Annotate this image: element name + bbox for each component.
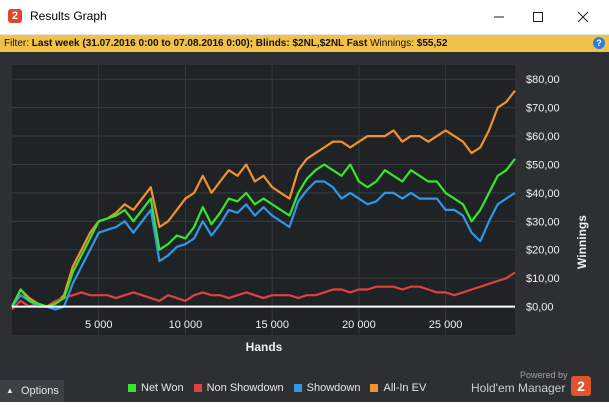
filter-prefix: Filter:	[4, 38, 29, 49]
options-button[interactable]: ▲ Options	[0, 380, 64, 402]
y-tick-label: $80,00	[526, 74, 560, 86]
results-graph-chart[interactable]: $0,00 $10,00 $20,00 $30,00 $40,00 $50,00 $60,0…	[0, 52, 609, 402]
series-line-net-won	[11, 158, 516, 308]
title-bar: 2 Results Graph	[0, 0, 609, 35]
hm2-brand-logo-icon: 2	[571, 376, 591, 396]
minimize-button[interactable]	[477, 0, 521, 34]
powered-by-label: Powered by	[520, 370, 568, 380]
filter-description: Last week (31.07.2016 0:00 to 07.08.2016…	[31, 38, 368, 49]
legend-item-all-in-ev[interactable]: All-In EV	[370, 380, 426, 396]
legend-label: Showdown	[306, 382, 361, 394]
legend-swatch	[370, 384, 379, 392]
filter-bar[interactable]: Filter: Last week (31.07.2016 0:00 to 07…	[0, 35, 609, 52]
legend-label: Non Showdown	[206, 382, 284, 394]
minimize-icon	[494, 16, 504, 18]
legend-swatch	[293, 384, 302, 392]
chevron-up-icon: ▲	[6, 386, 14, 395]
close-icon	[577, 11, 589, 23]
chart-area: $0,00 $10,00 $20,00 $30,00 $40,00 $50,00 $60,0…	[0, 52, 609, 402]
filter-winnings-label: Winnings:	[370, 38, 415, 49]
maximize-icon	[533, 12, 543, 22]
hm2-logo-icon: 2	[8, 9, 22, 23]
legend-item-showdown[interactable]: Showdown	[293, 380, 361, 396]
x-tick-label: 10 000	[169, 319, 203, 331]
y-tick-label: $20,00	[526, 245, 560, 257]
x-tick-label: 15 000	[255, 319, 289, 331]
legend-label: Net Won	[141, 382, 184, 394]
x-tick-label: 20 000	[342, 319, 376, 331]
filter-winnings-value: $55,52	[416, 38, 448, 49]
series-line-non-showdown	[11, 271, 516, 311]
chart-legend: Net Won Non Showdown Showdown All-In EV	[128, 380, 426, 396]
y-axis-title: Winnings	[575, 215, 589, 269]
series-line-showdown	[11, 180, 516, 311]
x-tick-label: 5 000	[85, 319, 113, 331]
maximize-button[interactable]	[516, 0, 560, 34]
help-icon[interactable]: ?	[593, 37, 605, 49]
legend-swatch	[193, 384, 202, 392]
legend-swatch	[128, 384, 136, 392]
options-label: Options	[21, 385, 59, 397]
x-axis-title: Hands	[246, 340, 283, 354]
window-title: Results Graph	[30, 9, 107, 23]
legend-item-net-won[interactable]: Net Won	[128, 380, 184, 396]
y-tick-label: $70,00	[526, 103, 560, 115]
y-tick-label: $10,00	[526, 273, 560, 285]
legend-label: All-In EV	[383, 382, 427, 394]
y-tick-label: $0,00	[526, 302, 554, 314]
x-tick-label: 25 000	[429, 319, 463, 331]
legend-item-non-showdown[interactable]: Non Showdown	[193, 380, 284, 396]
y-tick-label: $40,00	[526, 188, 560, 200]
y-tick-label: $30,00	[526, 216, 560, 228]
brand-name: Hold'em Manager	[471, 381, 566, 395]
y-tick-label: $60,00	[526, 131, 560, 143]
close-button[interactable]	[561, 0, 605, 34]
y-tick-label: $50,00	[526, 159, 560, 171]
